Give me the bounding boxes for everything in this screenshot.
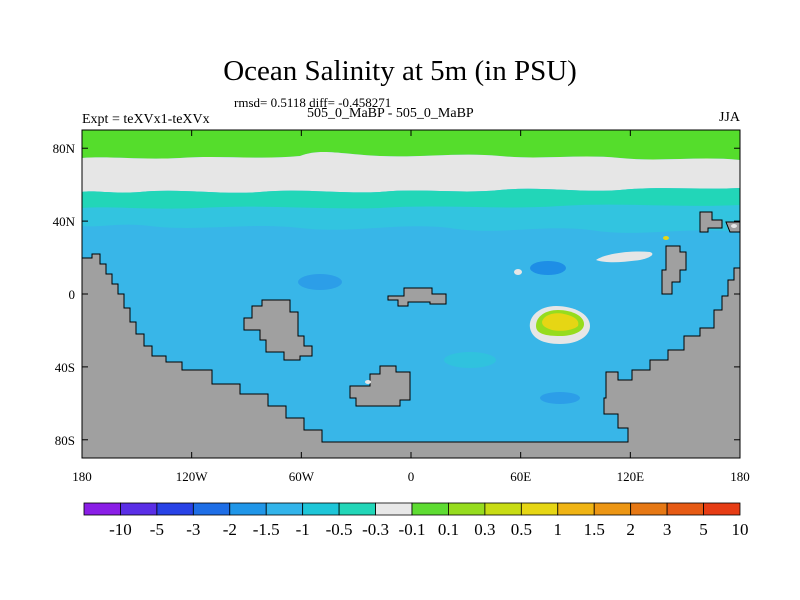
colorbar-swatch: [557, 502, 595, 516]
colorbar-label: 0.5: [511, 520, 532, 539]
colorbar-label: -0.3: [362, 520, 389, 539]
x-tick-label: 180: [72, 469, 92, 484]
colorbar-swatch: [484, 502, 522, 516]
anomaly-patch: [444, 352, 496, 368]
colorbar-swatch: [411, 502, 449, 516]
colorbar: -10 -5 -3 -2 -1.5 -1 -0.5 -0.3 -0.1 0.1 0.3 0.5 1 1.5…: [83, 502, 749, 539]
colorbar-swatch: [448, 502, 486, 516]
colorbar-label: 1: [554, 520, 563, 539]
neutral-band: [82, 151, 740, 193]
x-tick-label: 60E: [510, 469, 531, 484]
experiment-label: Expt = teXVx1-teXVx: [82, 112, 210, 127]
colorbar-label: 1.5: [584, 520, 605, 539]
colorbar-label: -1.5: [253, 520, 280, 539]
colorbar-label: 0.3: [474, 520, 495, 539]
positive-speck: [663, 236, 669, 240]
colorbar-swatch: [229, 502, 267, 516]
x-tick-label: 0: [408, 469, 415, 484]
y-tick-label: 0: [69, 287, 76, 302]
negative-anomaly-patch: [540, 392, 580, 404]
positive-anomaly-blob: [529, 306, 590, 344]
landmass-central-west: [243, 299, 313, 361]
experiment-name: 505_0_MaBP - 505_0_MaBP: [307, 106, 474, 121]
colorbar-label: -3: [186, 520, 200, 539]
neutral-speck: [365, 380, 371, 384]
colorbar-label: -10: [109, 520, 132, 539]
y-axis: 80N 40N 0 40S 80S: [53, 141, 740, 448]
colorbar-label: -5: [150, 520, 164, 539]
island-equatorial: [387, 287, 447, 307]
colorbar-swatch: [120, 502, 158, 516]
colorbar-swatch: [520, 502, 559, 516]
landmass-east-a: [661, 245, 687, 295]
x-tick-label: 60W: [289, 469, 315, 484]
y-tick-label: 80S: [55, 433, 75, 448]
colorbar-swatch: [338, 502, 376, 516]
positive-strip: [82, 188, 740, 209]
antarctica-south-landmass: [82, 253, 740, 458]
colorbar-swatch: [375, 502, 413, 516]
x-tick-label: 120W: [176, 469, 209, 484]
colorbar-label: 10: [732, 520, 749, 539]
colorbar-swatch: [593, 502, 632, 516]
x-tick-label: 120E: [617, 469, 645, 484]
colorbar-label: 3: [663, 520, 672, 539]
colorbar-label: 0.1: [438, 520, 459, 539]
map-panel: [81, 129, 741, 459]
colorbar-label: -2: [223, 520, 237, 539]
colorbar-swatch: [156, 502, 194, 516]
landmass-east-b: [699, 211, 723, 233]
neutral-streak: [596, 251, 653, 263]
colorbar-label: 5: [699, 520, 708, 539]
chart-title: Ocean Salinity at 5m (in PSU): [223, 55, 577, 87]
colorbar-swatch: [666, 502, 704, 516]
x-tick-label: 180: [730, 469, 750, 484]
colorbar-swatch: [703, 502, 741, 516]
season-label: JJA: [718, 110, 740, 125]
y-tick-label: 40N: [53, 214, 76, 229]
landmass-south-atlantic: [349, 365, 411, 407]
negative-anomaly-patch: [530, 261, 566, 275]
colorbar-label: -1: [296, 520, 310, 539]
x-axis: 180 120W 60W 0 60E 120E 180: [72, 130, 750, 484]
colorbar-label: -0.5: [326, 520, 353, 539]
neutral-speck: [514, 269, 522, 275]
colorbar-swatch: [192, 502, 231, 516]
colorbar-label: -0.1: [399, 520, 426, 539]
colorbar-label: 2: [626, 520, 635, 539]
colorbar-swatch: [630, 502, 668, 516]
arctic-positive-band: [82, 130, 740, 160]
colorbar-swatch: [83, 502, 121, 516]
neutral-speck: [731, 224, 737, 228]
y-tick-label: 40S: [55, 360, 75, 375]
negative-anomaly-patch: [298, 274, 342, 290]
colorbar-swatch: [265, 502, 304, 516]
land: [82, 211, 740, 458]
stats-subtitle: rmsd= 0.5118 diff= -0.458271: [234, 95, 392, 110]
y-tick-label: 80N: [53, 141, 76, 156]
colorbar-swatch: [302, 502, 340, 516]
